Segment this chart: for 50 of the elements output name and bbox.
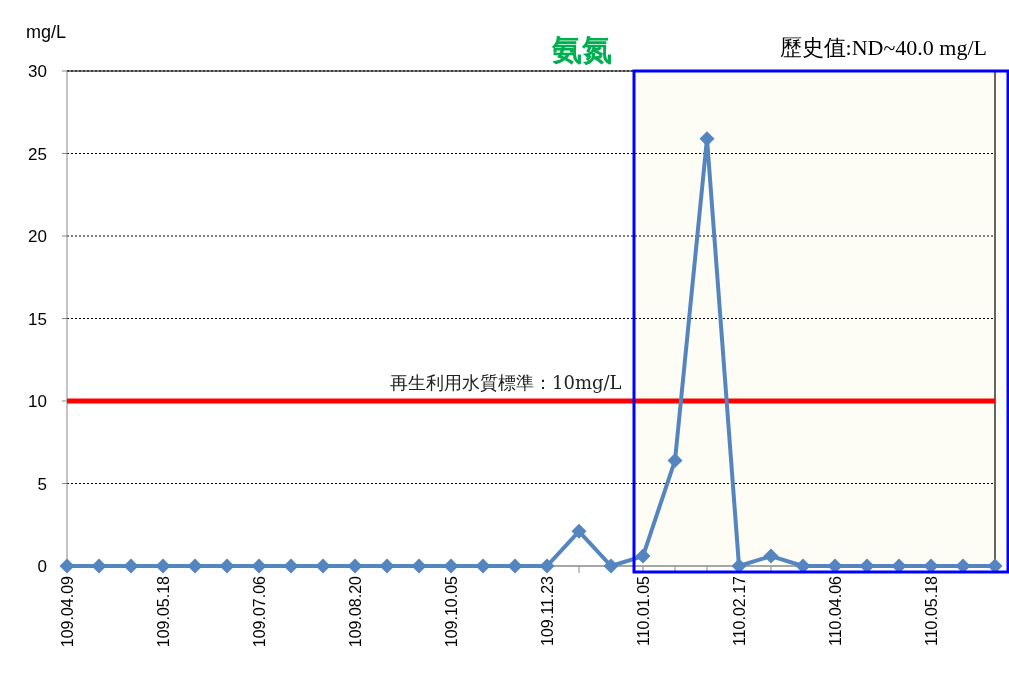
point bbox=[763, 548, 779, 564]
point bbox=[667, 452, 683, 468]
point bbox=[123, 558, 139, 574]
y-tick-label: 5 bbox=[37, 474, 47, 494]
y-tick-label: 20 bbox=[28, 227, 47, 246]
chart-subtitle: 歷史值:ND~40.0 mg/L bbox=[779, 35, 987, 60]
x-tick-label: 110.02.17 bbox=[731, 575, 748, 646]
x-tick-label: 109.08.20 bbox=[347, 575, 364, 648]
y-tick-label: 0 bbox=[37, 557, 47, 576]
point bbox=[315, 558, 331, 574]
point bbox=[91, 558, 107, 574]
point bbox=[891, 558, 907, 574]
x-tick-label: 109.10.05 bbox=[443, 575, 460, 648]
ref-line-label: 再生利用水質標準：10mg/L bbox=[390, 372, 622, 393]
x-tick-label: 109.11.23 bbox=[539, 575, 556, 646]
y-axis-title: mg/L bbox=[26, 22, 67, 42]
point bbox=[539, 558, 555, 574]
point bbox=[795, 558, 811, 574]
point bbox=[187, 558, 203, 574]
x-tick-label: 109.04.09 bbox=[59, 575, 76, 648]
y-tick-label: 25 bbox=[28, 144, 47, 164]
point bbox=[859, 558, 875, 574]
x-tick-label: 109.05.18 bbox=[155, 575, 172, 648]
x-tick-label: 110.05.18 bbox=[923, 575, 940, 646]
point bbox=[955, 558, 971, 574]
x-tick-label: 110.01.05 bbox=[635, 575, 652, 646]
point bbox=[635, 548, 651, 564]
chart-title: 氨氮 bbox=[551, 32, 612, 67]
point bbox=[219, 558, 235, 574]
point bbox=[411, 558, 427, 574]
point bbox=[347, 558, 363, 574]
point bbox=[923, 558, 939, 574]
point bbox=[507, 558, 523, 574]
point bbox=[603, 558, 619, 574]
x-tick-label: 110.04.06 bbox=[827, 575, 844, 646]
point bbox=[59, 558, 75, 574]
y-tick-label: 15 bbox=[28, 309, 47, 329]
point bbox=[443, 558, 459, 574]
point bbox=[379, 558, 395, 574]
point bbox=[571, 523, 587, 539]
point bbox=[731, 558, 747, 574]
point bbox=[475, 558, 491, 574]
point bbox=[283, 558, 299, 574]
point bbox=[827, 558, 843, 574]
y-tick-label: 10 bbox=[28, 392, 47, 411]
point bbox=[155, 558, 171, 574]
x-tick-label: 109.07.06 bbox=[251, 575, 268, 648]
point bbox=[251, 558, 267, 574]
y-tick-label: 30 bbox=[28, 62, 47, 81]
point bbox=[987, 558, 1003, 574]
